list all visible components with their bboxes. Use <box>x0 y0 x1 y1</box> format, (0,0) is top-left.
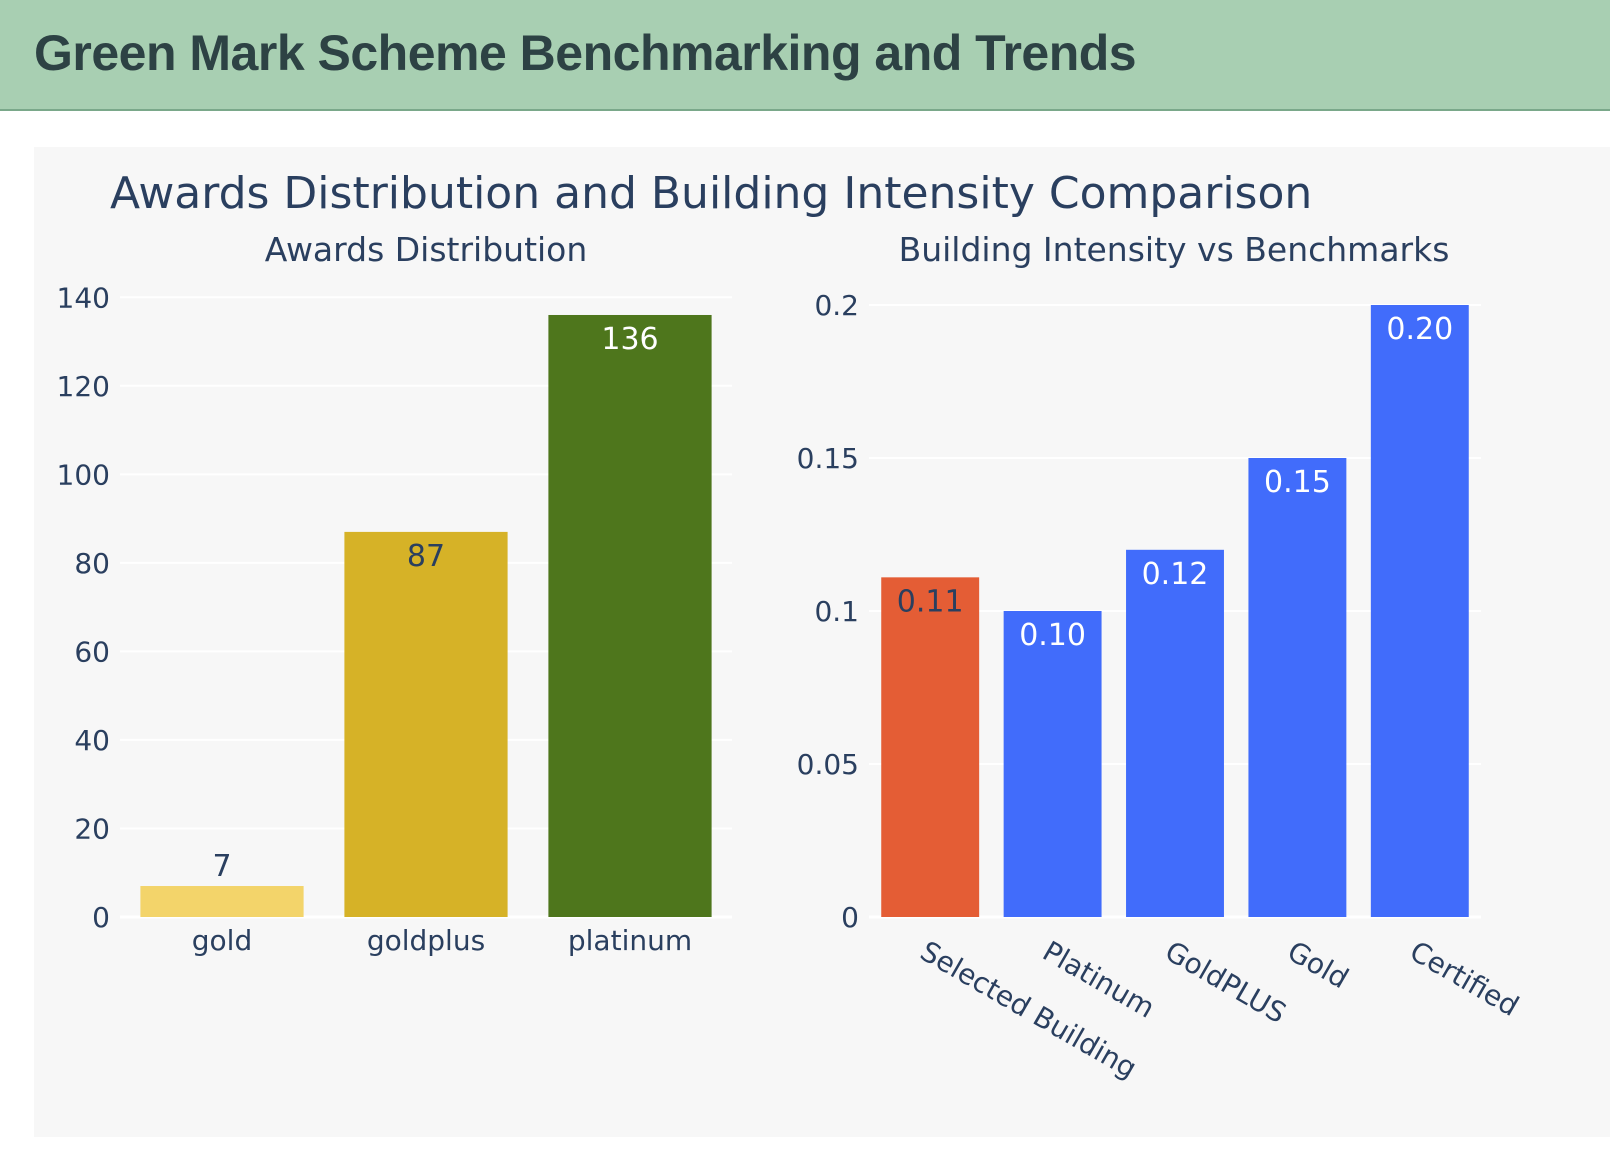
app-header: Green Mark Scheme Benchmarking and Trend… <box>0 0 1610 111</box>
awards-data-label-platinum: 136 <box>601 322 658 357</box>
intensity-x-tick-label: Gold <box>1282 934 1354 995</box>
intensity-bar-goldplus[interactable] <box>1126 549 1224 917</box>
intensity-y-tick-label: 0.1 <box>814 595 859 628</box>
awards-y-tick-label: 120 <box>57 370 110 403</box>
intensity-bar-gold[interactable] <box>1248 458 1347 917</box>
intensity-data-label-platinum: 0.10 <box>1019 618 1086 653</box>
intensity-bar-certified[interactable] <box>1370 305 1469 917</box>
awards-y-tick-label: 60 <box>74 635 110 668</box>
awards-data-label-gold: 7 <box>212 849 231 884</box>
awards-y-tick-label: 80 <box>74 547 110 580</box>
intensity-comparison-plot: 0 0.05 0.1 0.15 0.2 0.11 Selected Building 0.10… <box>797 289 1525 1085</box>
intensity-y-tick-label: 0.2 <box>814 289 859 322</box>
awards-bar-platinum[interactable] <box>548 314 712 917</box>
awards-y-tick-label: 20 <box>74 812 110 845</box>
awards-x-tick-label: goldplus <box>367 924 485 957</box>
intensity-x-tick-label: GoldPLUS <box>1160 934 1292 1029</box>
intensity-y-tick-label: 0.05 <box>797 748 859 781</box>
intensity-data-label-certified: 0.20 <box>1386 312 1453 347</box>
awards-subplot-title: Awards Distribution <box>265 230 588 269</box>
intensity-subplot-title: Building Intensity vs Benchmarks <box>899 230 1450 269</box>
awards-y-tick-label: 0 <box>92 901 110 934</box>
intensity-data-label-goldplus: 0.12 <box>1142 557 1209 592</box>
intensity-x-tick-label: Selected Building <box>915 934 1143 1085</box>
intensity-bar-platinum[interactable] <box>1003 611 1102 917</box>
page-title: Green Mark Scheme Benchmarking and Trend… <box>34 25 1137 81</box>
intensity-x-tick-label: Certified <box>1404 934 1524 1022</box>
awards-x-tick-label: gold <box>192 924 252 957</box>
awards-bar-goldplus[interactable] <box>344 531 508 917</box>
awards-y-tick-label: 40 <box>74 724 110 757</box>
intensity-data-label-gold: 0.15 <box>1264 465 1331 500</box>
awards-data-label-goldplus: 87 <box>407 539 445 574</box>
intensity-data-label-selected-building: 0.11 <box>897 584 964 619</box>
figure-title: Awards Distribution and Building Intensi… <box>110 168 1312 219</box>
chart-panel: Awards Distribution and Building Intensi… <box>34 147 1610 1137</box>
awards-distribution-plot: 0 20 40 60 80 100 120 140 7 gold 87 goldplus 136 plat… <box>57 281 732 957</box>
awards-y-tick-label: 100 <box>57 458 110 491</box>
awards-y-tick-label: 140 <box>57 281 110 314</box>
intensity-y-tick-label: 0 <box>841 901 859 934</box>
awards-x-tick-label: platinum <box>568 924 692 957</box>
awards-bar-gold[interactable] <box>140 886 304 917</box>
intensity-bar-selected-building[interactable] <box>881 577 980 917</box>
chart-figure: Awards Distribution and Building Intensi… <box>57 168 1525 1085</box>
intensity-y-tick-label: 0.15 <box>797 442 859 475</box>
